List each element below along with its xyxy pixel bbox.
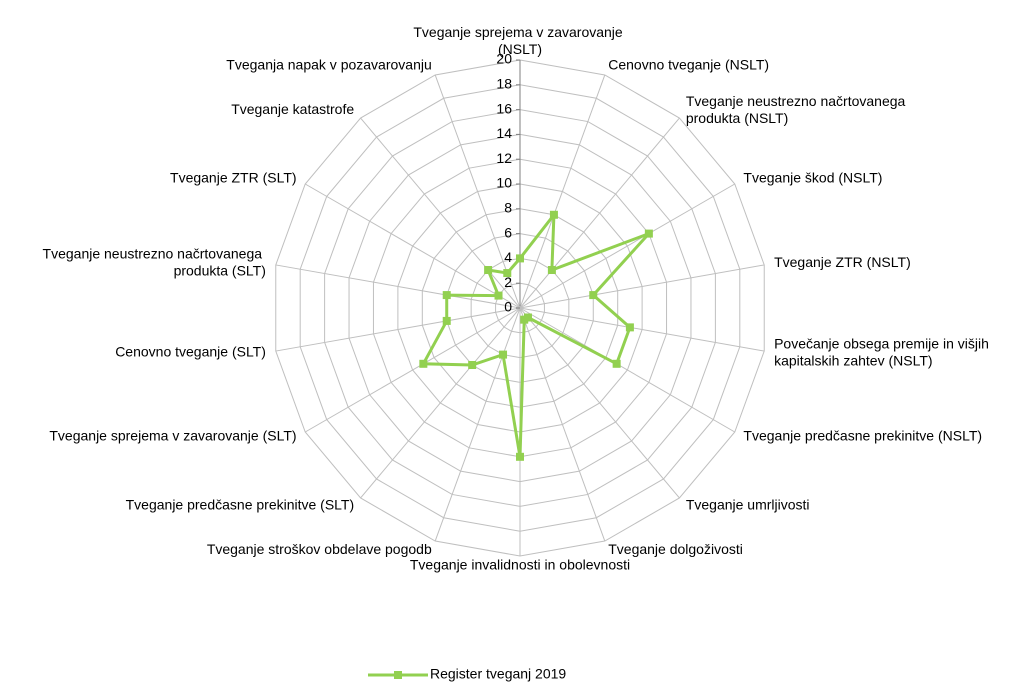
spoke bbox=[519, 264, 765, 309]
category-label: Tveganje neustrezno načrtovanega produkt… bbox=[686, 93, 909, 126]
spoke bbox=[360, 307, 521, 499]
category-label: Tveganje škod (NSLT) bbox=[743, 170, 882, 186]
category-label: Povečanje obsega premije in višjih kapit… bbox=[774, 335, 993, 368]
spoke bbox=[519, 307, 680, 499]
category-label: Tveganje dolgoživosti bbox=[608, 541, 743, 557]
category-label: Tveganje predčasne prekinitve (SLT) bbox=[126, 496, 355, 512]
category-label: Cenovno tveganje (SLT) bbox=[115, 344, 266, 360]
data-point bbox=[516, 254, 524, 263]
data-point bbox=[419, 359, 428, 368]
r-tick-label: 14 bbox=[496, 125, 512, 141]
spoke bbox=[304, 307, 521, 433]
category-label: Tveganje invalidnosti in obolevnosti bbox=[410, 557, 630, 573]
r-tick-label: 8 bbox=[504, 200, 512, 216]
data-point bbox=[442, 316, 451, 325]
spoke bbox=[275, 264, 521, 309]
category-label: Cenovno tveganje (NSLT) bbox=[608, 56, 769, 72]
spoke bbox=[519, 307, 736, 433]
category-label: Tveganje katastrofe bbox=[231, 101, 354, 117]
spoke bbox=[519, 74, 606, 309]
category-label: Tveganje sprejema v zavarovanje (NSLT) bbox=[413, 24, 626, 57]
data-point bbox=[547, 266, 556, 275]
data-point bbox=[612, 359, 621, 368]
spoke bbox=[275, 307, 521, 352]
r-tick-label: 2 bbox=[504, 274, 512, 290]
spoke bbox=[360, 117, 521, 309]
data-point bbox=[625, 323, 634, 332]
data-point bbox=[442, 291, 451, 300]
r-tick-label: 4 bbox=[504, 249, 512, 265]
data-point bbox=[516, 452, 524, 461]
r-tick-label: 6 bbox=[504, 224, 512, 240]
r-tick-label: 10 bbox=[496, 175, 512, 191]
data-point bbox=[494, 291, 503, 300]
data-point bbox=[644, 229, 653, 238]
spoke bbox=[519, 307, 606, 542]
r-tick-label: 18 bbox=[496, 76, 512, 92]
r-tick-label: 12 bbox=[496, 150, 512, 166]
spoke bbox=[519, 307, 765, 352]
spoke bbox=[434, 307, 521, 542]
category-label: Tveganje ZTR (SLT) bbox=[170, 170, 297, 186]
data-point bbox=[589, 291, 598, 300]
category-label: Tveganje neustrezno načrtovanega produkt… bbox=[43, 245, 266, 278]
category-label: Tveganje predčasne prekinitve (NSLT) bbox=[743, 428, 982, 444]
data-point bbox=[468, 360, 477, 369]
legend-label: Register tveganj 2019 bbox=[430, 666, 566, 682]
category-label: Tveganje stroškov obdelave pogodb bbox=[207, 541, 432, 557]
category-label: Tveganja napak v pozavarovanju bbox=[226, 56, 431, 72]
data-point bbox=[549, 210, 558, 219]
spoke bbox=[519, 117, 680, 309]
category-label: Tveganje ZTR (NSLT) bbox=[774, 254, 911, 270]
r-tick-label: 20 bbox=[496, 51, 512, 67]
spoke bbox=[519, 183, 736, 309]
data-point bbox=[499, 350, 508, 359]
category-label: Tveganje sprejema v zavarovanje (SLT) bbox=[49, 428, 296, 444]
r-tick-label: 0 bbox=[504, 299, 512, 315]
legend-marker bbox=[394, 671, 402, 679]
data-point bbox=[520, 315, 529, 324]
spoke bbox=[304, 183, 521, 309]
r-tick-label: 16 bbox=[496, 100, 512, 116]
data-point bbox=[484, 266, 493, 275]
data-point bbox=[503, 269, 512, 278]
category-label: Tveganje umrljivosti bbox=[686, 496, 810, 512]
